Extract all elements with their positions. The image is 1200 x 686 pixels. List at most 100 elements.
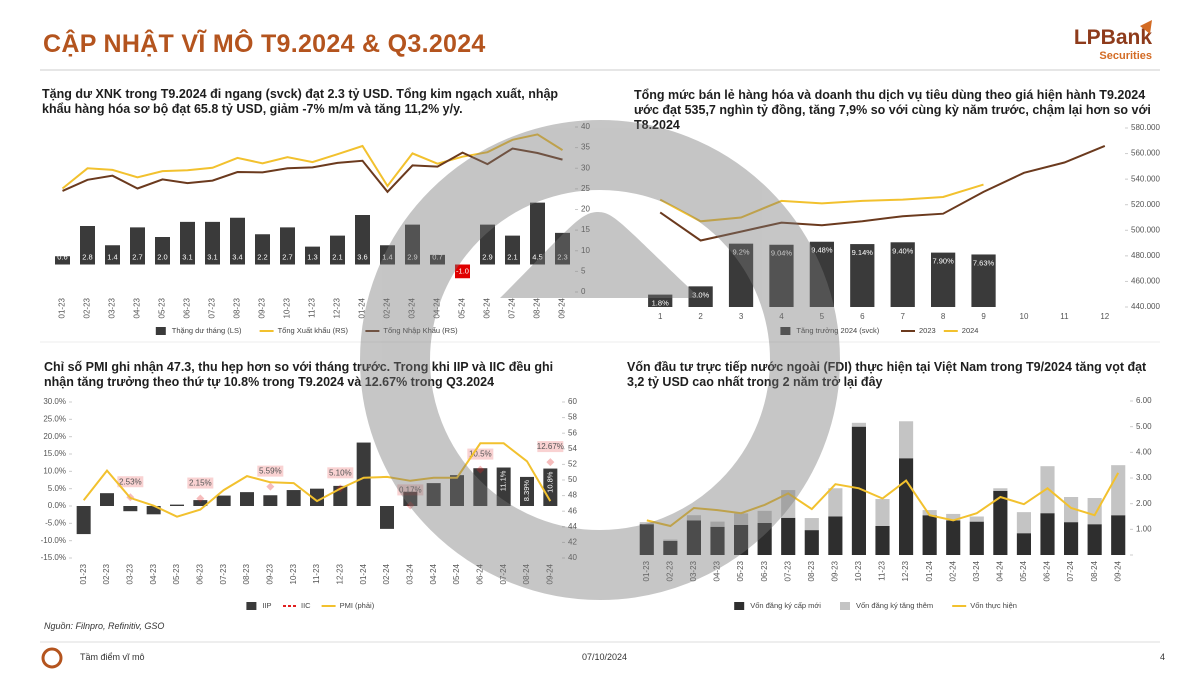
tick-label: 5 bbox=[581, 266, 586, 275]
x-tick-label: 06-24 bbox=[483, 297, 492, 318]
line bbox=[646, 472, 1120, 528]
tick-label: -15.0% bbox=[41, 553, 66, 562]
x-tick-label: 08-24 bbox=[522, 563, 531, 584]
tick-label: 15.0% bbox=[43, 449, 66, 458]
data-label: 10.8% bbox=[545, 471, 554, 493]
bar bbox=[851, 426, 866, 555]
legend-label: Vốn thực hiện bbox=[970, 601, 1017, 610]
tick-label: 4.00 bbox=[1136, 447, 1152, 456]
bar bbox=[875, 499, 890, 526]
x-tick-label: 08-24 bbox=[1090, 560, 1099, 581]
bar bbox=[180, 221, 195, 265]
x-tick-label: 7 bbox=[900, 312, 905, 321]
x-tick-label: 09-23 bbox=[265, 563, 274, 584]
data-label: 3.1 bbox=[182, 252, 192, 261]
x-tick-label: 02-23 bbox=[102, 563, 111, 584]
bar bbox=[734, 524, 749, 555]
tick-label: 440.000 bbox=[1131, 302, 1160, 311]
label-box bbox=[187, 477, 214, 489]
bar bbox=[648, 294, 673, 307]
bar bbox=[899, 421, 914, 459]
bar bbox=[1016, 533, 1031, 555]
x-tick-label: 4 bbox=[779, 312, 784, 321]
x-tick-label: 03-23 bbox=[108, 297, 117, 318]
x-tick-label: 07-23 bbox=[219, 563, 228, 584]
bar bbox=[639, 522, 654, 525]
bar bbox=[851, 422, 866, 427]
label-box bbox=[257, 465, 284, 477]
footer-logo bbox=[41, 647, 63, 669]
x-tick-label: 03-23 bbox=[125, 563, 134, 584]
tick-label: 40 bbox=[581, 122, 590, 131]
bar bbox=[828, 488, 843, 517]
bar bbox=[263, 495, 278, 506]
bar bbox=[216, 495, 231, 506]
tick-label: 42 bbox=[568, 538, 577, 547]
legend-swatch bbox=[840, 602, 850, 610]
tick-label: 560.000 bbox=[1131, 149, 1160, 158]
x-tick-label: 06-23 bbox=[195, 563, 204, 584]
tick-label: 460.000 bbox=[1131, 277, 1160, 286]
tick-label: 2.00 bbox=[1136, 499, 1152, 508]
x-tick-label: 01-24 bbox=[925, 560, 934, 581]
page-title: CẬP NHẬT VĨ MÔ T9.2024 & Q3.2024 bbox=[43, 30, 486, 58]
data-label: 2.3 bbox=[557, 252, 567, 261]
x-tick-label: 05-24 bbox=[458, 297, 467, 318]
bar bbox=[686, 520, 701, 555]
bar bbox=[734, 513, 749, 525]
bar bbox=[890, 242, 915, 307]
tick-label: 30.0% bbox=[43, 397, 66, 406]
bar bbox=[76, 506, 91, 535]
x-tick-label: 05-23 bbox=[736, 560, 745, 581]
bar bbox=[505, 235, 520, 265]
x-tick-label: 02-23 bbox=[83, 297, 92, 318]
tick-label: -10.0% bbox=[41, 536, 66, 545]
page-number: 4 bbox=[1160, 652, 1166, 662]
x-tick-label: 07-24 bbox=[508, 297, 517, 318]
legend-label: 2023 bbox=[919, 326, 936, 335]
bar bbox=[993, 488, 1008, 491]
bar bbox=[781, 517, 796, 555]
x-tick-label: 11 bbox=[1060, 312, 1069, 321]
bar bbox=[757, 510, 772, 523]
x-tick-label: 07-24 bbox=[499, 563, 508, 584]
marker bbox=[546, 458, 555, 467]
data-label: 8.39% bbox=[522, 480, 531, 502]
x-tick-label: 8 bbox=[941, 312, 946, 321]
bar bbox=[480, 224, 495, 265]
bar bbox=[405, 224, 420, 265]
bar bbox=[380, 506, 394, 529]
legend-label: Tăng trưởng 2024 (svck) bbox=[796, 326, 879, 335]
data-label: 5.10% bbox=[329, 468, 352, 477]
bar bbox=[781, 490, 796, 518]
data-label: 7.63% bbox=[973, 258, 995, 267]
legend-label: Vốn đăng ký cấp mới bbox=[750, 601, 821, 610]
bar bbox=[305, 246, 320, 265]
x-tick-label: 10-23 bbox=[854, 560, 863, 581]
x-tick-label: 03-24 bbox=[408, 297, 417, 318]
bar bbox=[555, 232, 570, 265]
data-label: 9.04% bbox=[771, 249, 793, 258]
chart-title: Chỉ số PMI ghi nhận 47.3, thu hẹp hơn so… bbox=[44, 360, 554, 389]
legend-label: Vốn đăng ký tăng thêm bbox=[856, 601, 933, 610]
x-tick-label: 06-24 bbox=[1043, 560, 1052, 581]
x-tick-label: 04-24 bbox=[995, 560, 1004, 581]
x-tick-label: 06-23 bbox=[183, 297, 192, 318]
bar bbox=[828, 516, 843, 555]
x-tick-label: 06-24 bbox=[475, 563, 484, 584]
bar bbox=[971, 254, 996, 307]
data-label: 1.4 bbox=[382, 252, 392, 261]
x-tick-label: 04-23 bbox=[713, 560, 722, 581]
bar bbox=[193, 500, 208, 506]
line bbox=[82, 442, 552, 518]
x-tick-label: 9 bbox=[981, 312, 986, 321]
bar bbox=[757, 522, 772, 555]
x-tick-label: 10-23 bbox=[289, 563, 298, 584]
tick-label: 58 bbox=[568, 413, 577, 422]
bar bbox=[310, 488, 324, 506]
bar bbox=[969, 516, 984, 522]
bar bbox=[804, 530, 819, 555]
chart-title: Tổng mức bán lẻ hàng hóa và doanh thu dị… bbox=[634, 88, 1151, 132]
x-tick-label: 03-23 bbox=[689, 560, 698, 581]
x-tick-label: 1 bbox=[658, 312, 663, 321]
